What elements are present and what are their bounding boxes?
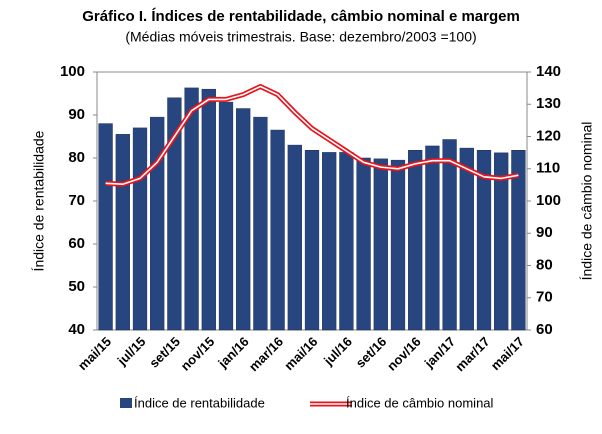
y-tick-label: 80 — [68, 149, 85, 166]
x-tick-label: mar/17 — [452, 334, 492, 374]
x-tick-label: jul/15 — [114, 334, 149, 369]
bar — [236, 108, 251, 331]
x-tick-label: mai/15 — [75, 334, 114, 373]
y-tick-label: 100 — [60, 63, 85, 80]
bar — [184, 87, 199, 331]
y2-tick-label: 100 — [536, 192, 561, 209]
bar — [132, 127, 148, 331]
bar — [150, 116, 165, 331]
bar — [253, 116, 268, 331]
y-tick-label: 40 — [68, 321, 85, 338]
y2-tick-label: 80 — [536, 256, 553, 273]
bar — [322, 152, 337, 331]
bar — [408, 150, 423, 331]
x-tick-label: jan/16 — [214, 334, 251, 371]
x-tick-label: set/16 — [353, 334, 390, 371]
y2-tick-label: 120 — [536, 127, 561, 144]
y2-axis-label: Índice de câmbio nominal — [579, 122, 595, 281]
bar — [373, 158, 388, 331]
legend-label: Índice de câmbio nominal — [346, 395, 494, 410]
bar — [511, 150, 526, 331]
bar — [356, 157, 371, 331]
bar — [494, 152, 509, 331]
x-tick-label: nov/15 — [178, 334, 218, 374]
bar — [115, 134, 130, 331]
bar — [201, 88, 216, 331]
y-tick-label: 60 — [68, 235, 85, 252]
bar — [304, 150, 320, 331]
chart-subtitle: (Médias móveis trimestrais. Base: dezemb… — [125, 29, 476, 45]
bar — [476, 150, 492, 331]
x-tick-label: nov/16 — [384, 334, 424, 374]
x-tick-label: mai/17 — [488, 334, 527, 373]
bar — [442, 139, 457, 331]
bar — [390, 159, 406, 331]
bar — [459, 147, 474, 331]
bar — [167, 97, 182, 331]
y2-tick-label: 70 — [536, 289, 553, 306]
legend-label: Índice de rentabilidade — [134, 395, 265, 410]
y-tick-label: 70 — [68, 192, 85, 209]
y-axis-label: Índice de rentabilidade — [31, 130, 47, 271]
bar — [218, 101, 234, 331]
x-tick-label: jan/17 — [421, 334, 458, 371]
legend-swatch — [120, 398, 132, 408]
y2-tick-label: 110 — [536, 160, 560, 177]
y-tick-label: 50 — [68, 278, 85, 295]
x-tick-label: jul/16 — [320, 334, 355, 369]
bar — [98, 123, 113, 331]
y-tick-label: 90 — [68, 106, 85, 123]
y2-tick-label: 130 — [536, 95, 561, 112]
x-tick-label: set/15 — [146, 334, 183, 371]
line-inner — [105, 85, 519, 185]
y2-tick-label: 90 — [536, 224, 553, 241]
bar — [339, 152, 354, 331]
x-tick-label: mai/16 — [281, 334, 320, 373]
chart-title: Gráfico I. Índices de rentabilidade, câm… — [82, 8, 520, 25]
y2-tick-label: 60 — [536, 321, 553, 338]
bar — [425, 145, 440, 331]
x-tick-label: mar/16 — [246, 334, 286, 374]
bar — [287, 144, 302, 331]
y2-tick-label: 140 — [536, 63, 561, 80]
bar — [270, 129, 285, 331]
